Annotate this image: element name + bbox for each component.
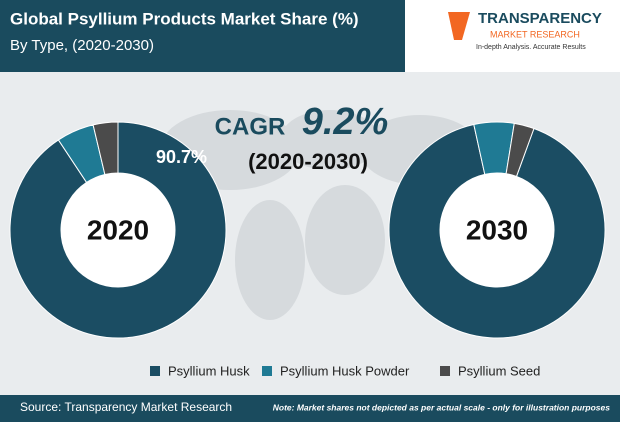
legend-label: Psyllium Husk Powder — [280, 363, 410, 378]
legend: Psyllium Husk Psyllium Husk Powder Psylliu… — [150, 363, 540, 378]
note: Note: Market shares not depicted as per … — [273, 402, 611, 412]
donut-hole — [440, 173, 554, 287]
chart-year: 2030 — [466, 214, 528, 245]
logo-tagline: In-depth Analysis. Accurate Results — [476, 44, 586, 51]
cagr-period: (2020-2030) — [248, 149, 368, 174]
value-label: 90.7% — [156, 147, 207, 167]
legend-swatch — [262, 366, 272, 376]
legend-label: Psyllium Seed — [458, 363, 540, 378]
legend-label: Psyllium Husk — [168, 363, 250, 378]
cagr-value: 9.2% — [302, 101, 389, 143]
legend-swatch — [440, 366, 450, 376]
donut-hole — [61, 173, 175, 287]
chart-year: 2020 — [87, 214, 149, 245]
logo-icon — [448, 12, 470, 40]
logo-line2: MARKET RESEARCH — [490, 29, 580, 39]
cagr-label: CAGR — [215, 113, 286, 140]
logo-name: TRANSPARENCY — [478, 10, 602, 27]
legend-swatch — [150, 366, 160, 376]
title: Global Psyllium Products Market Share (%… — [10, 9, 359, 28]
footer-band — [0, 395, 620, 422]
logo-area — [405, 0, 620, 72]
header-band — [0, 0, 405, 72]
source: Source: Transparency Market Research — [20, 400, 232, 414]
subtitle: By Type, (2020-2030) — [10, 37, 154, 54]
charts: 2020 90.7% 2030 — [9, 121, 606, 339]
